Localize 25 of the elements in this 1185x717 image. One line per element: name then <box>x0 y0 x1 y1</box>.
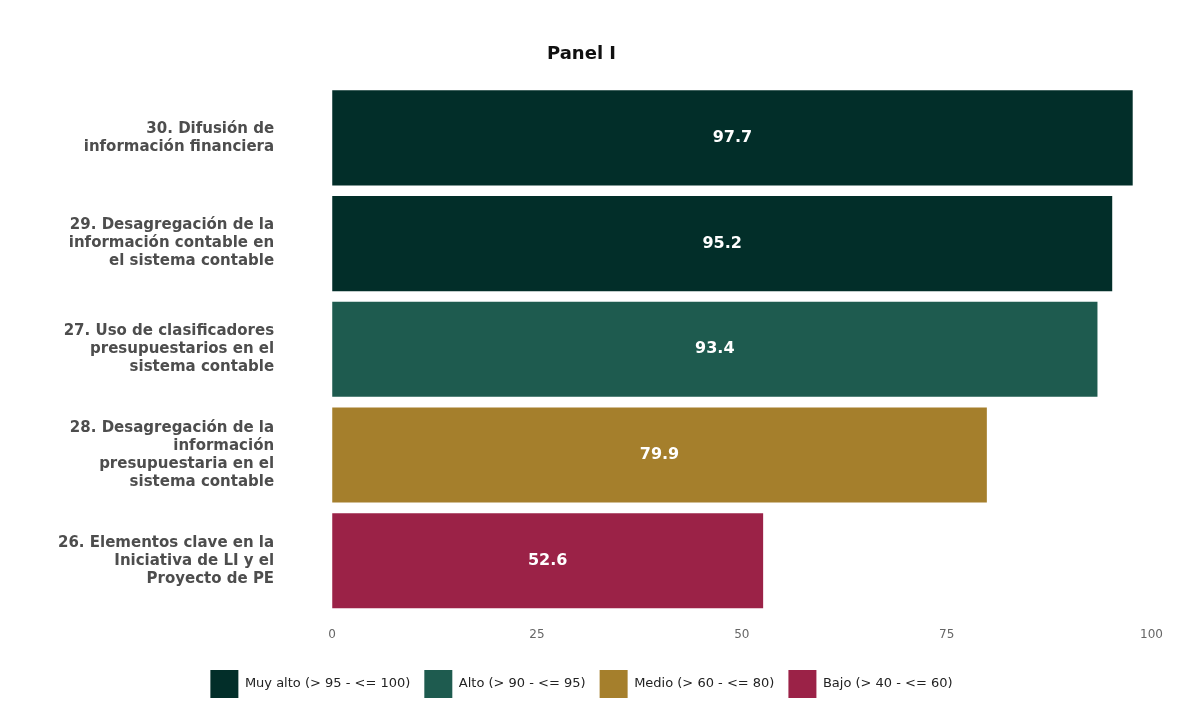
chart-title: Panel I <box>546 41 617 63</box>
y-tick-label: 30. Difusión de información financiera <box>83 118 275 155</box>
legend-label: Bajo (> 40 - <= 60) <box>822 675 953 691</box>
y-tick-label: 28. Desagregación de la información presupuestaria en el sistema contable <box>69 417 275 490</box>
x-tick-label: 0 <box>328 626 336 641</box>
x-tick-label: 50 <box>734 626 750 641</box>
data-label: 95.2 <box>702 232 742 252</box>
y-tick-label: 27. Uso de clasificadores presupuestarios en el sistema contable <box>63 321 275 376</box>
y-tick-label: 26. Elementos clave en la Iniciativa de LI y el Proyecto de PE <box>57 532 275 587</box>
bar <box>332 90 1133 186</box>
data-label: 52.6 <box>527 549 568 569</box>
data-label: 93.4 <box>695 338 735 358</box>
bar <box>332 513 764 609</box>
legend-label: Muy alto (> 95 - <= 100) <box>244 675 411 691</box>
data-label: 97.7 <box>712 127 753 147</box>
bar <box>332 407 987 503</box>
bar <box>332 196 1113 292</box>
legend-label: Medio (> 60 - <= 80) <box>634 675 775 691</box>
x-tick-label: 100 <box>1140 626 1163 641</box>
x-tick-label: 75 <box>939 626 955 641</box>
x-tick-label: 25 <box>529 626 545 641</box>
data-label: 79.9 <box>639 444 680 464</box>
bar <box>332 301 1098 397</box>
y-tick-label: 29. Desagregación de la información contable en el sistema contable <box>68 215 275 270</box>
legend-label: Alto (> 90 - <= 95) <box>458 675 586 691</box>
